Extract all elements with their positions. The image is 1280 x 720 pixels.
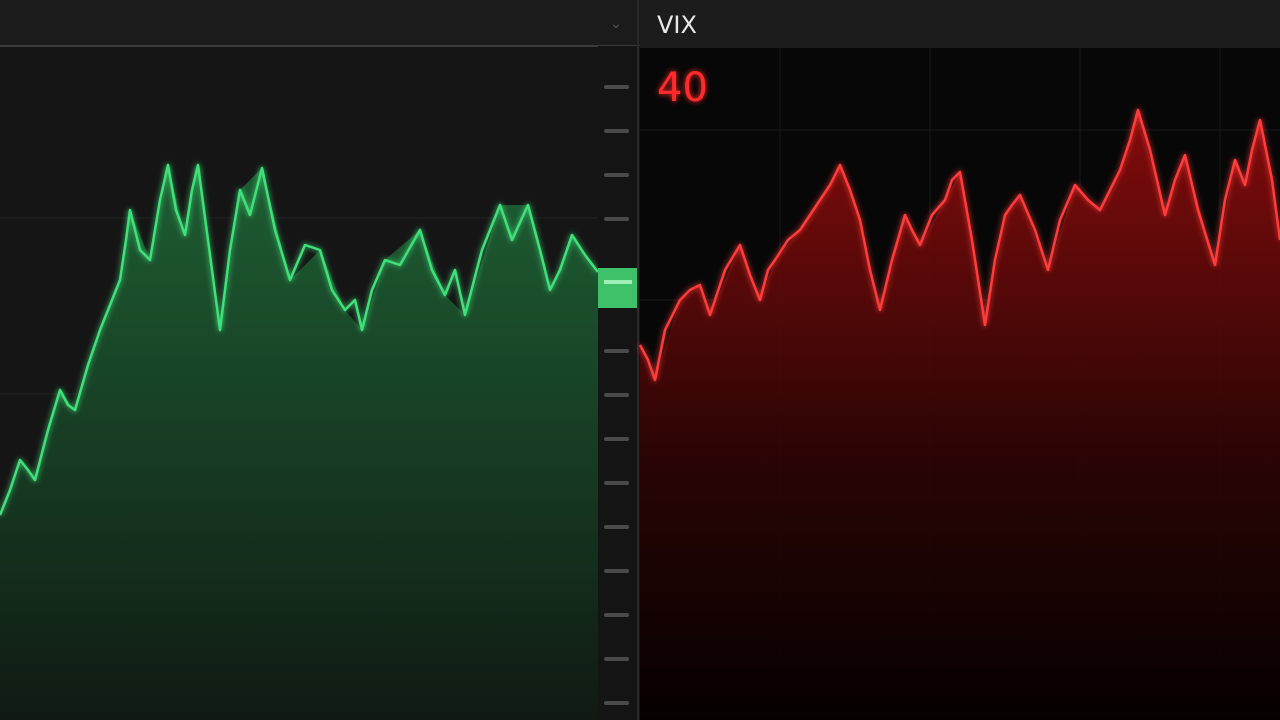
dropdown-icon[interactable]: ⌄ [610, 16, 622, 32]
right-header [640, 0, 1280, 48]
panel-title: VIX [657, 11, 697, 39]
panel-value: 40 [657, 65, 708, 111]
red-area [640, 110, 1280, 720]
price-tag [598, 268, 638, 308]
green-line [0, 163, 599, 516]
red-line [638, 108, 1280, 382]
price-axis-labels [604, 85, 629, 705]
price-axis [598, 46, 640, 720]
price-tag-text [604, 280, 632, 284]
left-header [0, 0, 640, 46]
green-area [0, 165, 598, 720]
